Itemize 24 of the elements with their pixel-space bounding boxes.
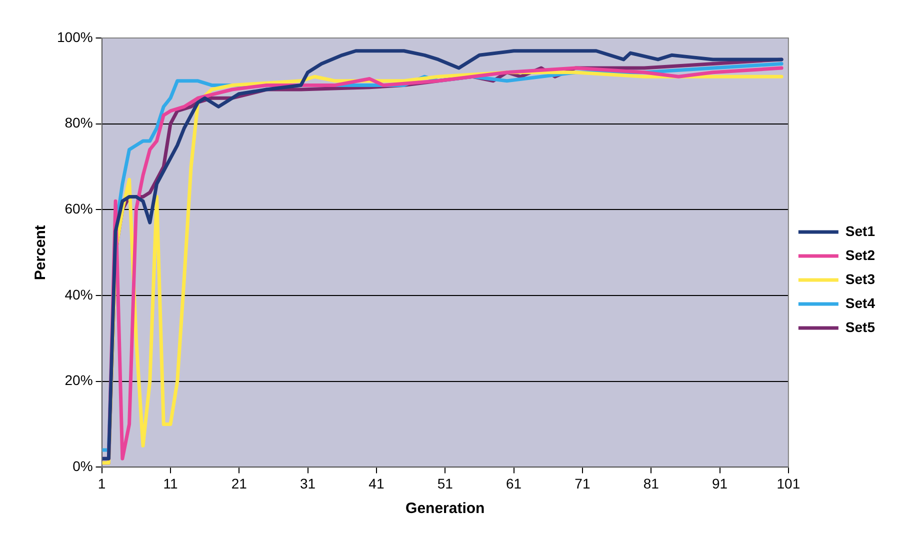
x-tick-label: 1 xyxy=(98,475,106,492)
y-tick-label: 80% xyxy=(64,114,93,131)
x-tick-label: 11 xyxy=(163,475,178,492)
x-tick-label: 91 xyxy=(712,475,728,492)
y-tick-label: 0% xyxy=(72,458,93,474)
legend-label: Set5 xyxy=(845,318,876,335)
y-tick-label: 20% xyxy=(64,372,93,388)
x-tick-label: 61 xyxy=(506,475,522,492)
x-tick-label: 101 xyxy=(776,475,800,492)
y-tick-label: 100% xyxy=(56,28,93,45)
x-tick-label: 51 xyxy=(437,475,454,492)
y-tick-label: 60% xyxy=(64,200,93,217)
legend-label: Set4 xyxy=(845,294,876,311)
y-tick-label: 40% xyxy=(64,286,93,302)
legend-label: Set1 xyxy=(845,222,876,239)
x-tick-label: 71 xyxy=(574,475,590,492)
x-tick-label: 21 xyxy=(231,475,248,492)
x-axis-title: Generation xyxy=(406,500,485,518)
x-tick-label: 31 xyxy=(300,475,316,492)
x-tick-label: 81 xyxy=(643,475,660,492)
legend-label: Set2 xyxy=(845,246,876,263)
legend-label: Set3 xyxy=(845,270,876,287)
y-axis-title: Percent xyxy=(32,225,50,280)
x-tick-label: 41 xyxy=(368,475,384,492)
